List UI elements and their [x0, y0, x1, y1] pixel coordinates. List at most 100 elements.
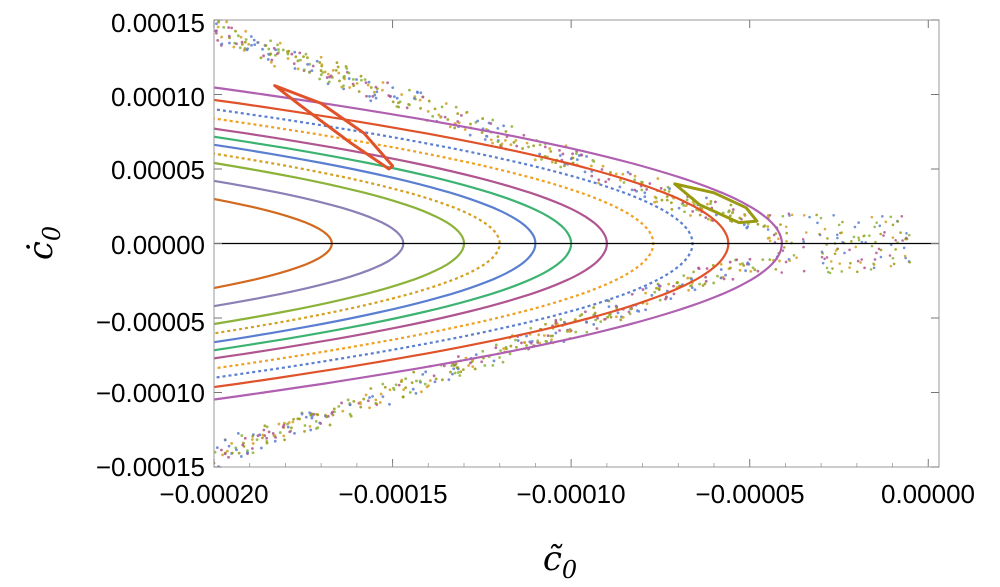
scatter-point: [660, 198, 664, 202]
x-tick-label: −0.00020: [159, 479, 268, 509]
scatter-point: [425, 385, 429, 389]
scatter-point: [665, 198, 669, 202]
scatter-point: [452, 364, 456, 367]
scatter-point: [668, 187, 671, 191]
scatter-point: [580, 313, 584, 316]
scatter-point: [614, 172, 618, 176]
scatter-point: [819, 216, 823, 220]
scatter-point: [879, 255, 883, 259]
scatter-point: [489, 138, 493, 142]
scatter-point: [785, 231, 789, 235]
scatter-point: [238, 46, 242, 50]
scatter-point: [744, 269, 747, 273]
scatter-point: [334, 69, 338, 72]
scatter-point: [306, 56, 309, 60]
scatter-point: [397, 383, 401, 387]
scatter-point: [369, 387, 373, 390]
scatter-point: [825, 256, 829, 259]
scatter-point: [622, 181, 626, 184]
scatter-point: [826, 237, 829, 240]
scatter-point: [659, 186, 663, 190]
scatter-point: [719, 262, 723, 266]
scatter-point: [843, 251, 846, 255]
scatter-point: [684, 204, 688, 208]
scatter-point: [220, 35, 224, 39]
scatter-point: [419, 91, 423, 95]
scatter-point: [548, 147, 552, 150]
scatter-point: [319, 69, 323, 72]
scatter-point: [731, 210, 735, 214]
scatter-point: [692, 270, 696, 274]
scatter-point: [342, 84, 345, 88]
scatter-point: [347, 77, 351, 80]
scatter-point: [746, 225, 750, 229]
scatter-point: [274, 53, 277, 57]
scatter-point: [751, 266, 755, 270]
scatter-point: [665, 195, 669, 198]
scatter-point: [388, 402, 391, 406]
y-tick-label: 0.00005: [111, 155, 205, 185]
scatter-point: [431, 114, 435, 118]
scatter-point: [741, 262, 744, 266]
scatter-point: [738, 262, 742, 266]
scatter-point: [802, 240, 806, 243]
scatter-point: [719, 268, 723, 271]
scatter-point: [908, 260, 912, 264]
scatter-point: [255, 438, 259, 442]
scatter-point: [839, 231, 842, 235]
x-tick-label: −0.00015: [338, 479, 447, 509]
scatter-point: [348, 86, 352, 89]
scatter-point: [543, 145, 547, 149]
scatter-point: [554, 331, 558, 335]
scatter-point: [640, 188, 644, 192]
scatter-point: [341, 409, 345, 413]
scatter-point: [509, 143, 513, 147]
scatter-point: [761, 258, 765, 262]
scatter-point: [349, 414, 353, 418]
scatter-point: [514, 139, 518, 142]
scatter-point: [267, 47, 271, 51]
scatter-point: [630, 188, 634, 192]
scatter-point: [481, 117, 485, 120]
scatter-point: [381, 88, 384, 92]
scatter-point: [421, 95, 425, 99]
scatter-point: [404, 386, 408, 390]
scatter-point: [608, 313, 611, 317]
scatter-point: [246, 451, 249, 454]
scatter-point: [653, 200, 656, 204]
scatter-point: [216, 39, 220, 42]
scatter-point: [251, 442, 255, 445]
y-tick-label: −0.00005: [96, 307, 205, 337]
scatter-point: [320, 63, 324, 66]
scatter-point: [551, 334, 554, 338]
scatter-point: [327, 80, 331, 84]
scatter-point: [244, 29, 248, 33]
scatter-point: [265, 436, 269, 440]
scatter-point: [818, 233, 822, 237]
scatter-point: [262, 54, 265, 58]
scatter-point: [261, 47, 264, 51]
scatter-point: [309, 413, 313, 417]
scatter-point: [331, 68, 335, 72]
scatter-point: [269, 60, 273, 64]
scatter-point: [746, 261, 750, 265]
scatter-point: [768, 236, 771, 240]
scatter-point: [328, 423, 332, 427]
scatter-point: [364, 81, 368, 84]
scatter-point: [355, 78, 358, 81]
scatter-point: [616, 311, 620, 315]
scatter-point: [483, 364, 487, 367]
scatter-point: [219, 448, 223, 452]
scatter-point: [787, 212, 791, 216]
scatter-point: [319, 422, 323, 425]
scatter-point: [540, 157, 543, 161]
scatter-point: [643, 191, 647, 195]
scatter-point: [795, 256, 798, 260]
scatter-point: [853, 225, 857, 229]
scatter-point: [434, 377, 438, 381]
scatter-point: [303, 424, 307, 427]
scatter-point: [596, 316, 600, 320]
scatter-point: [304, 415, 308, 419]
scatter-point: [236, 34, 240, 38]
scatter-point: [328, 75, 331, 79]
